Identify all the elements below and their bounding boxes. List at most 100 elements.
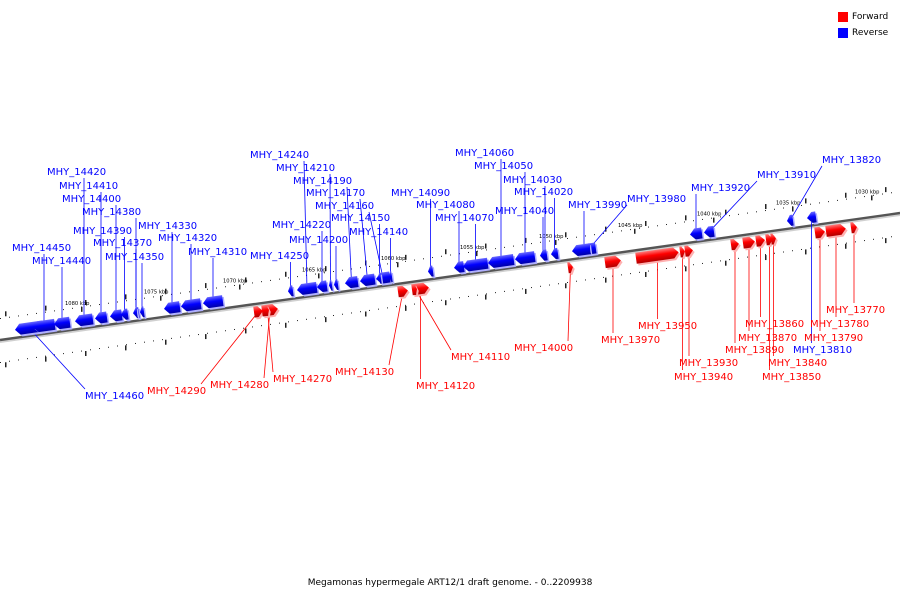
gene-mhy-14210[interactable] xyxy=(328,279,335,293)
ruler-dot xyxy=(99,348,100,350)
gene-label: MHY_14190 xyxy=(293,176,352,187)
ruler-dot xyxy=(72,351,73,353)
gene-mhy-14050[interactable] xyxy=(514,251,538,267)
gene-mhy-13890[interactable] xyxy=(730,238,741,253)
ruler-dot xyxy=(423,258,424,260)
gene-mhy-14440[interactable] xyxy=(53,316,73,331)
ruler-dot xyxy=(450,254,451,256)
leader-layer xyxy=(28,159,855,390)
tick-mark xyxy=(397,262,399,268)
gene-mhy-14030[interactable] xyxy=(542,249,550,263)
gene-mhy-14020[interactable] xyxy=(550,247,561,262)
ruler-dot xyxy=(189,335,190,337)
gene-mhy-14170[interactable] xyxy=(359,273,378,288)
gene-mhy-14420[interactable] xyxy=(74,313,96,329)
gene-mhy-13930[interactable] xyxy=(684,245,695,259)
ruler-dot xyxy=(450,298,451,300)
gene-mhy-14350[interactable] xyxy=(139,306,147,320)
tick-label: 1030 kbp xyxy=(855,189,880,195)
gene-mhy-13940[interactable] xyxy=(679,246,687,260)
gene-leader xyxy=(388,291,404,366)
gene-label: MHY_13940 xyxy=(674,372,733,383)
gene-label: MHY_14130 xyxy=(335,367,394,378)
gene-mhy-14000[interactable] xyxy=(567,261,575,276)
gene-mhy-13950[interactable] xyxy=(635,247,681,266)
tick-mark xyxy=(713,217,715,223)
ruler-tick xyxy=(565,232,567,238)
gene-mhy-13870[interactable] xyxy=(742,236,757,251)
ruler-tick xyxy=(285,271,287,277)
gene-mhy-13770[interactable] xyxy=(850,221,859,236)
gene-mhy-14130[interactable] xyxy=(397,285,410,300)
gene-arrow xyxy=(121,308,129,320)
gene-mhy-13920[interactable] xyxy=(689,227,705,242)
ruler-dot xyxy=(90,349,91,351)
gene-label: MHY_14170 xyxy=(306,188,365,199)
gene-mhy-14110[interactable] xyxy=(413,283,419,298)
tick-label: 1055 kbp xyxy=(460,245,485,251)
ruler-dot xyxy=(702,218,703,220)
gene-mhy-13980[interactable] xyxy=(587,243,593,257)
gene-mhy-14200[interactable] xyxy=(333,278,341,293)
gene-mhy-14220[interactable] xyxy=(316,280,330,294)
ruler-dot xyxy=(783,251,784,253)
gene-mhy-14070[interactable] xyxy=(462,257,491,275)
gene-mhy-13780[interactable] xyxy=(825,223,848,239)
ruler-dot xyxy=(27,314,28,316)
gene-mhy-14150[interactable] xyxy=(377,272,384,287)
gene-mhy-14140[interactable] xyxy=(388,271,395,285)
gene-label: MHY_14050 xyxy=(474,161,533,172)
gene-mhy-14320[interactable] xyxy=(180,298,204,314)
ruler-dot xyxy=(252,326,253,328)
gene-label: MHY_14220 xyxy=(272,220,331,231)
ruler-dot xyxy=(819,246,820,248)
tick-mark xyxy=(871,195,873,201)
ruler-dot xyxy=(837,199,838,201)
backbone-line xyxy=(0,211,900,342)
gene-label: MHY_13970 xyxy=(601,335,660,346)
gene-mhy-14280[interactable] xyxy=(261,303,280,319)
gene-arrow xyxy=(515,251,536,265)
ruler-tick xyxy=(125,294,127,300)
gene-mhy-14400[interactable] xyxy=(109,309,125,324)
ruler-dot xyxy=(198,290,199,292)
ruler-tick xyxy=(165,339,167,345)
gene-mhy-14410[interactable] xyxy=(94,311,110,326)
ruler-dot xyxy=(783,207,784,209)
gene-mhy-13860[interactable] xyxy=(755,234,767,249)
tick-label: 1080 kbp xyxy=(65,301,90,307)
gene-mhy-14060[interactable] xyxy=(487,254,517,271)
ruler-dot xyxy=(765,254,766,256)
ruler-dot xyxy=(873,238,874,240)
gene-mhy-14190[interactable] xyxy=(344,276,361,291)
gene-mhy-13910[interactable] xyxy=(703,225,717,240)
gene-mhy-14270[interactable] xyxy=(265,304,271,318)
ruler-dot xyxy=(468,295,469,297)
gene-mhy-13790[interactable] xyxy=(814,226,827,241)
gene-mhy-14310[interactable] xyxy=(202,295,226,311)
gene-arrow xyxy=(95,311,108,324)
ruler-tick xyxy=(5,311,7,317)
ruler-tick xyxy=(885,187,887,193)
ruler-dot xyxy=(27,358,28,360)
gene-mhy-14080[interactable] xyxy=(453,261,467,275)
ruler-dot xyxy=(387,263,388,265)
gene-mhy-14090[interactable] xyxy=(427,265,436,279)
gene-mhy-14450[interactable] xyxy=(32,318,58,335)
gene-mhy-13820[interactable] xyxy=(786,214,796,228)
gene-mhy-14370[interactable] xyxy=(134,307,140,320)
gene-mhy-13810[interactable] xyxy=(806,211,819,225)
ruler-dot xyxy=(702,262,703,264)
gene-mhy-13840[interactable] xyxy=(770,233,778,247)
gene-mhy-14250[interactable] xyxy=(287,285,296,299)
ruler-dot xyxy=(270,323,271,325)
gene-mhy-14390[interactable] xyxy=(120,308,131,322)
gene-mhy-13970[interactable] xyxy=(604,255,623,270)
gene-arrow xyxy=(428,265,434,277)
ruler-dot xyxy=(342,269,343,271)
gene-mhy-14240[interactable] xyxy=(296,281,320,298)
gene-mhy-14330[interactable] xyxy=(163,301,183,316)
gene-mhy-13850[interactable] xyxy=(765,233,775,248)
gene-label: MHY_14440 xyxy=(32,256,91,267)
gene-leader xyxy=(708,180,758,233)
